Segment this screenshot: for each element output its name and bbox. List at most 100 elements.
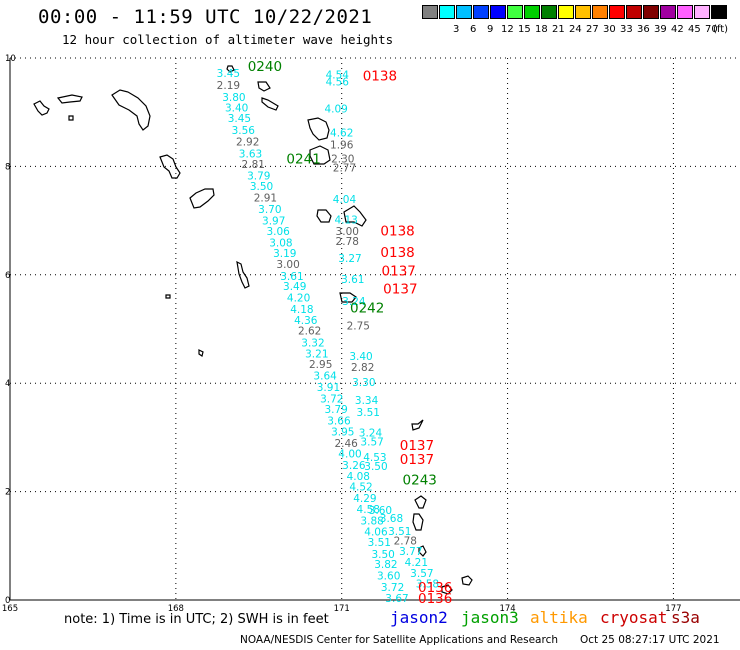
wave-height-label: 4.56	[326, 76, 350, 88]
pass-time-label: 0138	[380, 223, 414, 239]
legend-swatch	[490, 5, 506, 19]
wave-height-label: 3.82	[374, 559, 397, 571]
wave-height-label: 2.92	[236, 136, 259, 148]
legend-label: 9	[487, 24, 494, 35]
wave-height-label: 3.60	[377, 571, 400, 583]
pass-time-label: 0136	[418, 580, 452, 596]
legend-swatch	[711, 5, 727, 19]
legend-swatch	[660, 5, 676, 19]
x-tick-label: 168	[168, 604, 184, 614]
legend-swatch	[456, 5, 472, 19]
legend-label: 6	[470, 24, 477, 35]
island-shape	[257, 81, 271, 92]
wave-height-label: 3.51	[357, 407, 380, 419]
wave-height-label: 3.00	[276, 259, 299, 271]
wave-height-label: 2.77	[333, 162, 356, 174]
legend-label: 30	[603, 24, 616, 35]
island-shape	[339, 292, 357, 303]
credit-text: NOAA/NESDIS Center for Satellite Applica…	[240, 634, 558, 646]
wave-height-label: 2.30	[331, 153, 354, 165]
satellite-name: s3a	[671, 608, 700, 627]
chart-subtitle: 12 hour collection of altimeter wave hei…	[62, 32, 394, 47]
island-shape	[226, 65, 235, 73]
legend-swatch	[541, 5, 557, 19]
wave-height-label: 4.21	[405, 557, 428, 569]
island-shape	[316, 209, 332, 223]
wave-height-label: 3.56	[232, 125, 256, 137]
wave-height-label: 2.82	[351, 362, 374, 374]
legend-swatch	[677, 5, 693, 19]
units-note: note: 1) Time is in UTC; 2) SWH is in fe…	[64, 612, 329, 627]
wave-height-label: 3.61	[280, 271, 303, 283]
pass-time-label: 0136	[418, 591, 452, 607]
legend-swatch	[643, 5, 659, 19]
island-shape	[33, 100, 50, 116]
wave-height-label: 3.91	[317, 382, 340, 394]
wave-height-label: 4.20	[287, 293, 310, 305]
x-tick-label: 174	[499, 604, 515, 614]
axis-tick-labels: 165 168 171 174 177 0 2 4 6 8 10	[2, 54, 682, 614]
island-shape	[261, 97, 279, 111]
wave-height-label: 4.29	[353, 493, 376, 505]
wave-height-label: 4.09	[324, 103, 347, 115]
legend-swatch	[524, 5, 540, 19]
island-shape	[343, 205, 367, 227]
island-shape	[68, 115, 74, 121]
legend-label: 3	[453, 24, 460, 35]
legend-label: 15	[518, 24, 531, 35]
legend-swatch	[626, 5, 642, 19]
grid-lines	[10, 57, 740, 600]
wave-height-label: 3.67	[385, 593, 408, 605]
wave-height-label: 2.78	[394, 535, 417, 547]
wave-height-label: 3.45	[217, 68, 240, 80]
y-tick-label: 6	[5, 271, 10, 281]
satellite-name: altika	[530, 608, 588, 627]
wave-height-labels: 3.452.193.803.403.453.562.923.632.813.79…	[217, 68, 439, 605]
legend-label: 24	[569, 24, 582, 35]
legend-label: 27	[586, 24, 599, 35]
timestamp-text: Oct 25 08:27:17 UTC 2021	[580, 634, 720, 646]
wave-height-label: 4.58	[357, 504, 380, 516]
wave-height-label: 3.97	[262, 216, 285, 228]
pass-time-label: 0243	[403, 473, 437, 489]
wave-height-label: 4.36	[294, 315, 318, 327]
legend-swatch	[439, 5, 455, 19]
wave-height-label: 3.51	[368, 537, 391, 549]
legend-label: 12	[501, 24, 514, 35]
satellite-name: jason2	[390, 608, 448, 627]
island-shape	[236, 260, 250, 289]
island-shape	[411, 419, 424, 431]
wave-height-label: 3.24	[359, 428, 383, 440]
wave-height-label: 3.50	[250, 181, 273, 193]
island-shape	[461, 575, 473, 586]
island-shape	[165, 294, 171, 299]
wave-height-label: 4.54	[326, 69, 350, 81]
legend-swatch	[558, 5, 574, 19]
wave-height-label: 4.62	[330, 127, 353, 139]
legend-swatch	[694, 5, 710, 19]
wave-height-label: 3.50	[364, 461, 387, 473]
wave-height-label: 3.70	[258, 204, 281, 216]
island-outlines	[33, 65, 473, 595]
pass-time-label: 0137	[400, 438, 434, 454]
wave-height-label: 3.21	[305, 348, 328, 360]
wave-height-label: 3.63	[239, 148, 262, 160]
pass-time-label: 0137	[400, 452, 434, 468]
legend-swatch	[422, 5, 438, 19]
pass-time-labels: 0240013802410138013801370137024201370137…	[248, 59, 453, 607]
wave-height-label: 3.80	[222, 92, 245, 104]
wave-height-label: 2.62	[298, 326, 321, 338]
wave-height-label: 3.61	[341, 274, 364, 286]
pass-time-label: 0137	[383, 281, 417, 297]
legend-label: 39	[654, 24, 667, 35]
island-shape	[418, 545, 427, 557]
wave-height-label: 2.95	[309, 359, 332, 371]
y-tick-label: 4	[5, 379, 10, 389]
wave-height-label: 4.53	[363, 452, 386, 464]
wave-height-label: 3.60	[369, 505, 392, 517]
island-shape	[441, 584, 453, 595]
wave-height-label: 4.52	[349, 482, 372, 494]
legend-label: 45	[688, 24, 701, 35]
wave-height-label: 3.50	[371, 549, 394, 561]
wave-height-label: 2.75	[347, 321, 370, 333]
